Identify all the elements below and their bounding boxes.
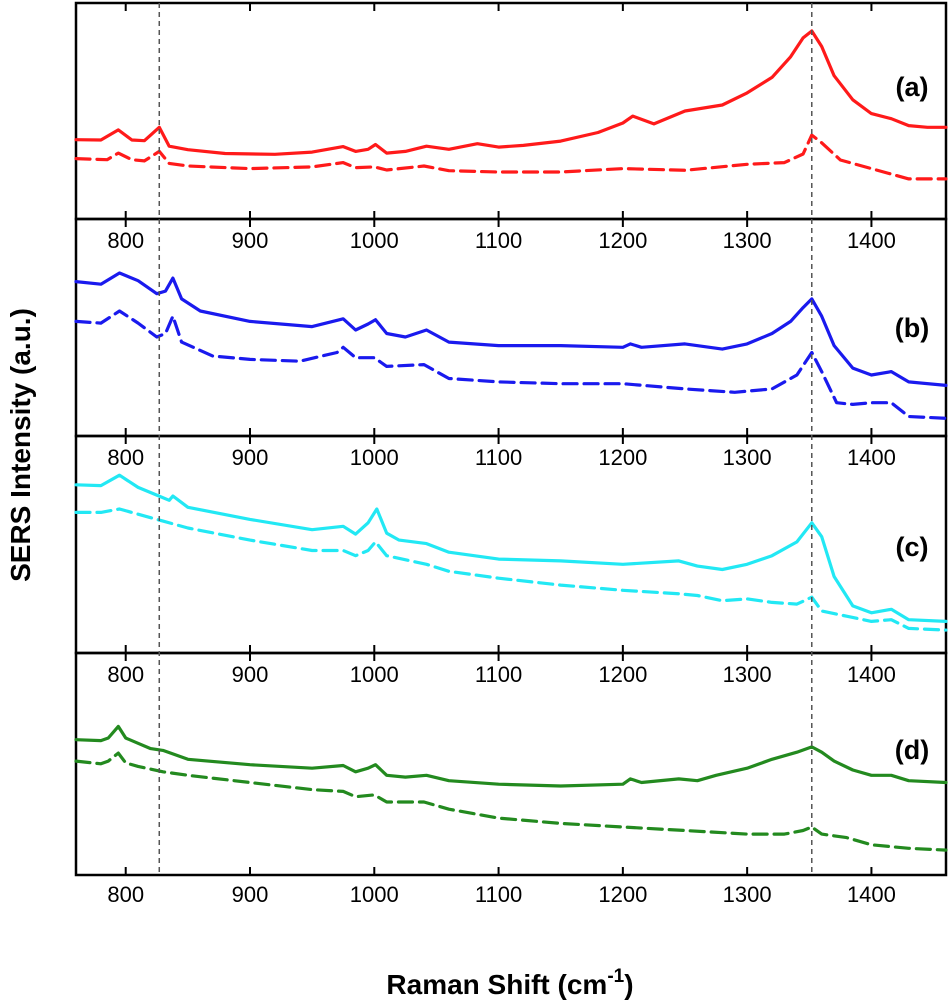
series-d-dashed xyxy=(74,751,948,852)
x-tick-label-row3-1100: 1100 xyxy=(475,662,522,687)
x-tick-label-row1-900: 900 xyxy=(232,228,269,253)
x-tick-label-row3-1200: 1200 xyxy=(598,662,647,687)
x-tick-label-row2-1300: 1300 xyxy=(723,445,772,470)
series-c-solid xyxy=(74,473,948,623)
series-d-solid xyxy=(74,724,948,788)
x-tick-label-row2-800: 800 xyxy=(107,445,144,470)
panel-label-d: (d) xyxy=(895,735,929,765)
x-tick-label-row1-1000: 1000 xyxy=(350,228,399,253)
x-tick-label-row2-1000: 1000 xyxy=(350,445,399,470)
x-tick-label-row4-1300: 1300 xyxy=(723,882,772,907)
x-tick-label-row1-1300: 1300 xyxy=(723,228,772,253)
x-tick-label-row3-800: 800 xyxy=(107,662,144,687)
x-tick-label-row4-900: 900 xyxy=(232,882,269,907)
x-tick-label-row3-900: 900 xyxy=(232,662,269,687)
panel-label-c: (c) xyxy=(896,532,929,562)
x-tick-label-row2-1200: 1200 xyxy=(598,445,647,470)
x-tick-label-row4-1200: 1200 xyxy=(598,882,647,907)
x-tick-label-row2-1100: 1100 xyxy=(475,445,522,470)
panel-frame-d xyxy=(74,651,948,877)
x-tick-label-row2-1400: 1400 xyxy=(847,445,896,470)
x-tick-label-row4-1100: 1100 xyxy=(475,882,522,907)
series-c-dashed xyxy=(74,507,948,632)
x-axis-title-superscript: -1 xyxy=(607,966,624,987)
x-axis-title-close: ) xyxy=(624,969,633,1000)
x-tick-label-row2-900: 900 xyxy=(232,445,269,470)
x-tick-label-row1-1400: 1400 xyxy=(847,228,896,253)
series-b-dashed xyxy=(74,309,948,420)
panel-label-a: (a) xyxy=(896,72,929,102)
series-a-dashed xyxy=(74,133,948,181)
panel-label-b: (b) xyxy=(895,313,929,343)
x-tick-label-row1-800: 800 xyxy=(107,228,144,253)
x-tick-label-row1-1200: 1200 xyxy=(598,228,647,253)
x-tick-label-row1-1100: 1100 xyxy=(475,228,522,253)
x-axis-title: Raman Shift (cm-1) xyxy=(386,966,633,1000)
x-tick-label-row3-1000: 1000 xyxy=(350,662,399,687)
x-tick-label-row4-1000: 1000 xyxy=(350,882,399,907)
x-axis-title-main: Raman Shift (cm xyxy=(386,969,607,1000)
series-a-solid xyxy=(74,29,948,156)
x-tick-label-row4-800: 800 xyxy=(107,882,144,907)
y-axis-title: SERS Intensity (a.u.) xyxy=(5,308,36,582)
x-tick-label-row3-1300: 1300 xyxy=(723,662,772,687)
x-tick-label-row3-1400: 1400 xyxy=(847,662,896,687)
series-b-solid xyxy=(74,271,948,387)
x-tick-label-row4-1400: 1400 xyxy=(847,882,896,907)
